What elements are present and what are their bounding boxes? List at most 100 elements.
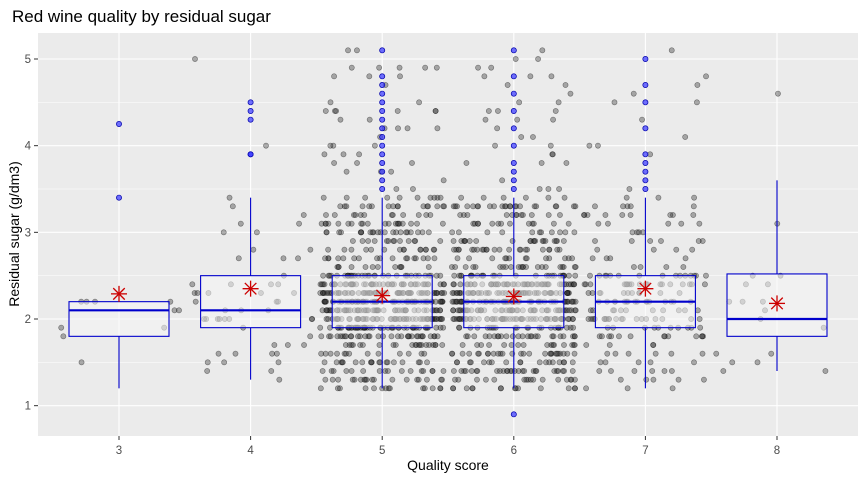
jitter-point (485, 350, 491, 357)
jitter-point (475, 350, 481, 357)
jitter-point (348, 368, 355, 374)
jitter-point (220, 229, 227, 236)
jitter-point (533, 368, 540, 374)
jitter-point (425, 255, 431, 262)
x-tick-label: 4 (247, 445, 254, 457)
mean-marker (637, 280, 654, 297)
jitter-point (624, 385, 631, 392)
jitter-point (583, 385, 589, 392)
jitter-point (515, 333, 522, 340)
jitter-point (560, 350, 567, 357)
jitter-point (408, 220, 414, 227)
jitter-point (320, 290, 327, 296)
jitter-point (417, 246, 424, 253)
jitter-point (665, 333, 672, 340)
jitter-point (527, 333, 534, 340)
jitter-point (433, 64, 440, 71)
jitter-point (508, 264, 514, 270)
jitter-point (412, 342, 419, 348)
x-axis-title: Quality score (407, 457, 489, 473)
jitter-point (327, 142, 334, 149)
jitter-point (356, 151, 363, 158)
jitter-point (545, 212, 552, 218)
x-tick-label: 8 (774, 445, 780, 457)
jitter-point (553, 368, 560, 374)
jitter-point (366, 333, 373, 340)
jitter-point (391, 238, 398, 244)
jitter-point (397, 229, 404, 236)
jitter-point (515, 385, 522, 392)
jitter-point (322, 298, 329, 305)
jitter-point (640, 229, 646, 236)
outlier-point (642, 125, 649, 132)
jitter-point (554, 238, 560, 244)
jitter-point (515, 342, 522, 348)
jitter-point (570, 203, 577, 210)
jitter-point (422, 246, 429, 253)
outlier-point (510, 177, 517, 184)
jitter-point (383, 359, 390, 366)
jitter-point (403, 255, 410, 262)
jitter-point (696, 316, 703, 322)
jitter-point (325, 290, 332, 296)
jitter-point (500, 368, 507, 374)
jitter-point (370, 229, 377, 236)
jitter-point (553, 238, 560, 244)
jitter-point (408, 333, 415, 340)
jitter-point (429, 368, 436, 374)
jitter-point (390, 238, 397, 244)
jitter-point (171, 307, 178, 314)
jitter-point (533, 203, 540, 210)
jitter-point (345, 47, 351, 54)
jitter-point (496, 246, 503, 253)
jitter-point (532, 368, 539, 374)
jitter-point (437, 298, 444, 305)
jitter-point (623, 194, 630, 201)
jitter-point (518, 350, 524, 357)
jitter-point (331, 212, 338, 218)
jitter-point (421, 385, 428, 392)
jitter-point (499, 350, 506, 357)
jitter-point (427, 333, 434, 340)
jitter-point (393, 229, 400, 236)
jitter-point (455, 229, 462, 236)
jitter-point (454, 359, 460, 366)
jitter-point (431, 333, 438, 340)
jitter-point (560, 359, 567, 366)
jitter-point (464, 203, 471, 210)
jitter-point (398, 264, 404, 270)
y-tick-label: 5 (25, 54, 31, 66)
outlier-point (247, 108, 254, 114)
jitter-point (439, 342, 446, 348)
jitter-point (557, 229, 563, 236)
jitter-point (497, 350, 504, 357)
jitter-point (419, 333, 426, 340)
outlier-point (642, 168, 649, 175)
jitter-point (474, 376, 480, 383)
jitter-point (355, 333, 361, 340)
jitter-point (337, 333, 344, 340)
jitter-point (585, 290, 592, 296)
outlier-point (510, 160, 517, 166)
jitter-point (539, 47, 546, 54)
jitter-point (472, 264, 479, 270)
jitter-point (561, 368, 567, 374)
jitter-point (320, 281, 327, 288)
jitter-point (485, 108, 492, 114)
jitter-point (495, 108, 501, 114)
jitter-point (571, 229, 578, 236)
jitter-point (564, 290, 571, 296)
jitter-point (572, 385, 578, 392)
x-tick-label: 6 (511, 445, 517, 457)
jitter-point (367, 229, 374, 236)
jitter-point (572, 376, 578, 383)
jitter-point (331, 160, 337, 166)
jitter-point (537, 385, 544, 392)
jitter-point (637, 264, 644, 270)
jitter-point (459, 342, 466, 348)
jitter-point (395, 220, 402, 227)
jitter-point (392, 342, 399, 348)
jitter-point (481, 73, 488, 80)
jitter-point (636, 229, 642, 236)
y-tick-label: 3 (25, 227, 31, 239)
